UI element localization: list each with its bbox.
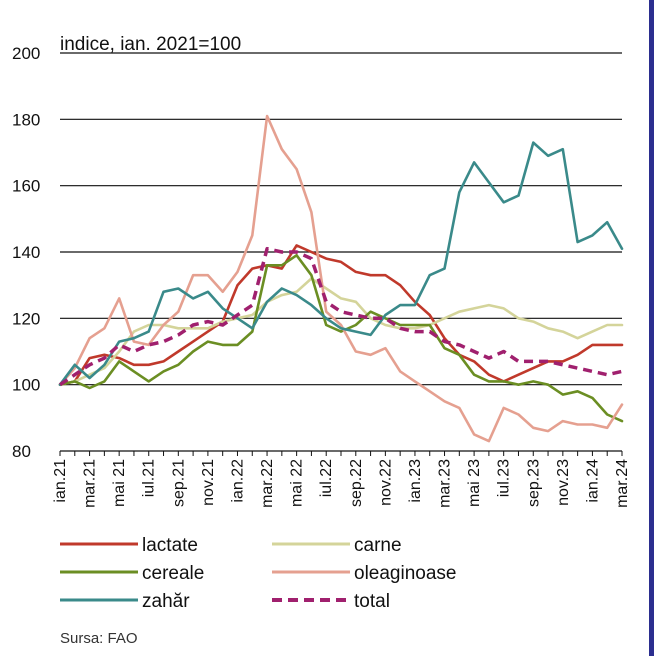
- x-tick-label: ian.21: [52, 459, 69, 503]
- legend-label-total: total: [354, 591, 390, 612]
- x-tick-label: ian.22: [229, 459, 246, 503]
- x-tick-label: nov.22: [377, 459, 394, 506]
- source-note: Sursa: FAO: [60, 630, 138, 647]
- x-tick-label: nov.21: [200, 459, 217, 506]
- y-tick-label: 120: [12, 309, 40, 328]
- x-tick-label: sep.21: [170, 459, 187, 507]
- y-tick-label: 100: [12, 376, 40, 395]
- series-lines: [58, 114, 624, 443]
- legend-label-oleaginoase: oleaginoase: [354, 563, 456, 584]
- x-tick-label: mar.24: [614, 459, 631, 508]
- legend-label-lactate: lactate: [142, 535, 198, 556]
- x-tick-label: mar.23: [437, 459, 454, 508]
- series-line-zahăr: [58, 141, 624, 386]
- legend-label-zahăr: zahăr: [142, 591, 190, 612]
- x-tick-label: sep.23: [525, 459, 542, 507]
- x-tick-label: ian.23: [407, 459, 424, 503]
- y-tick-label: 140: [12, 243, 40, 262]
- x-tick-label: mai 23: [466, 459, 483, 507]
- legend-label-carne: carne: [354, 535, 402, 556]
- x-tick-label: ian.24: [584, 459, 601, 503]
- x-tick-label: mar.22: [259, 459, 276, 508]
- x-tick-label: mar.21: [82, 459, 99, 508]
- x-tick-label: mai 22: [289, 459, 306, 507]
- x-tick-label: iul.21: [141, 459, 158, 497]
- x-tick-label: iul.23: [496, 459, 513, 497]
- series-line-cereale: [58, 254, 624, 423]
- y-tick-label: 80: [12, 442, 31, 461]
- y-tick-label: 200: [12, 44, 40, 63]
- legend: lactate carne cereale oleaginoase zahăr total: [60, 535, 456, 612]
- x-tick-label: nov.23: [555, 459, 572, 506]
- x-tick-label: iul.22: [318, 459, 335, 497]
- y-axis-title: indice, ian. 2021=100: [60, 34, 241, 55]
- series-line-carne: [58, 277, 624, 386]
- series-line-total: [59, 246, 623, 387]
- x-tick-label: mai 21: [111, 459, 128, 507]
- legend-label-cereale: cereale: [142, 563, 204, 584]
- y-tick-label: 160: [12, 177, 40, 196]
- series-line-oleaginoase: [58, 114, 624, 443]
- x-tick-label: sep.22: [348, 459, 365, 507]
- series-line-lactate: [58, 244, 624, 386]
- x-axis: ian.21 mar.21 mai 21 iul.21 sep.21 nov.21 ian.…: [52, 451, 631, 508]
- y-tick-label: 180: [12, 110, 40, 129]
